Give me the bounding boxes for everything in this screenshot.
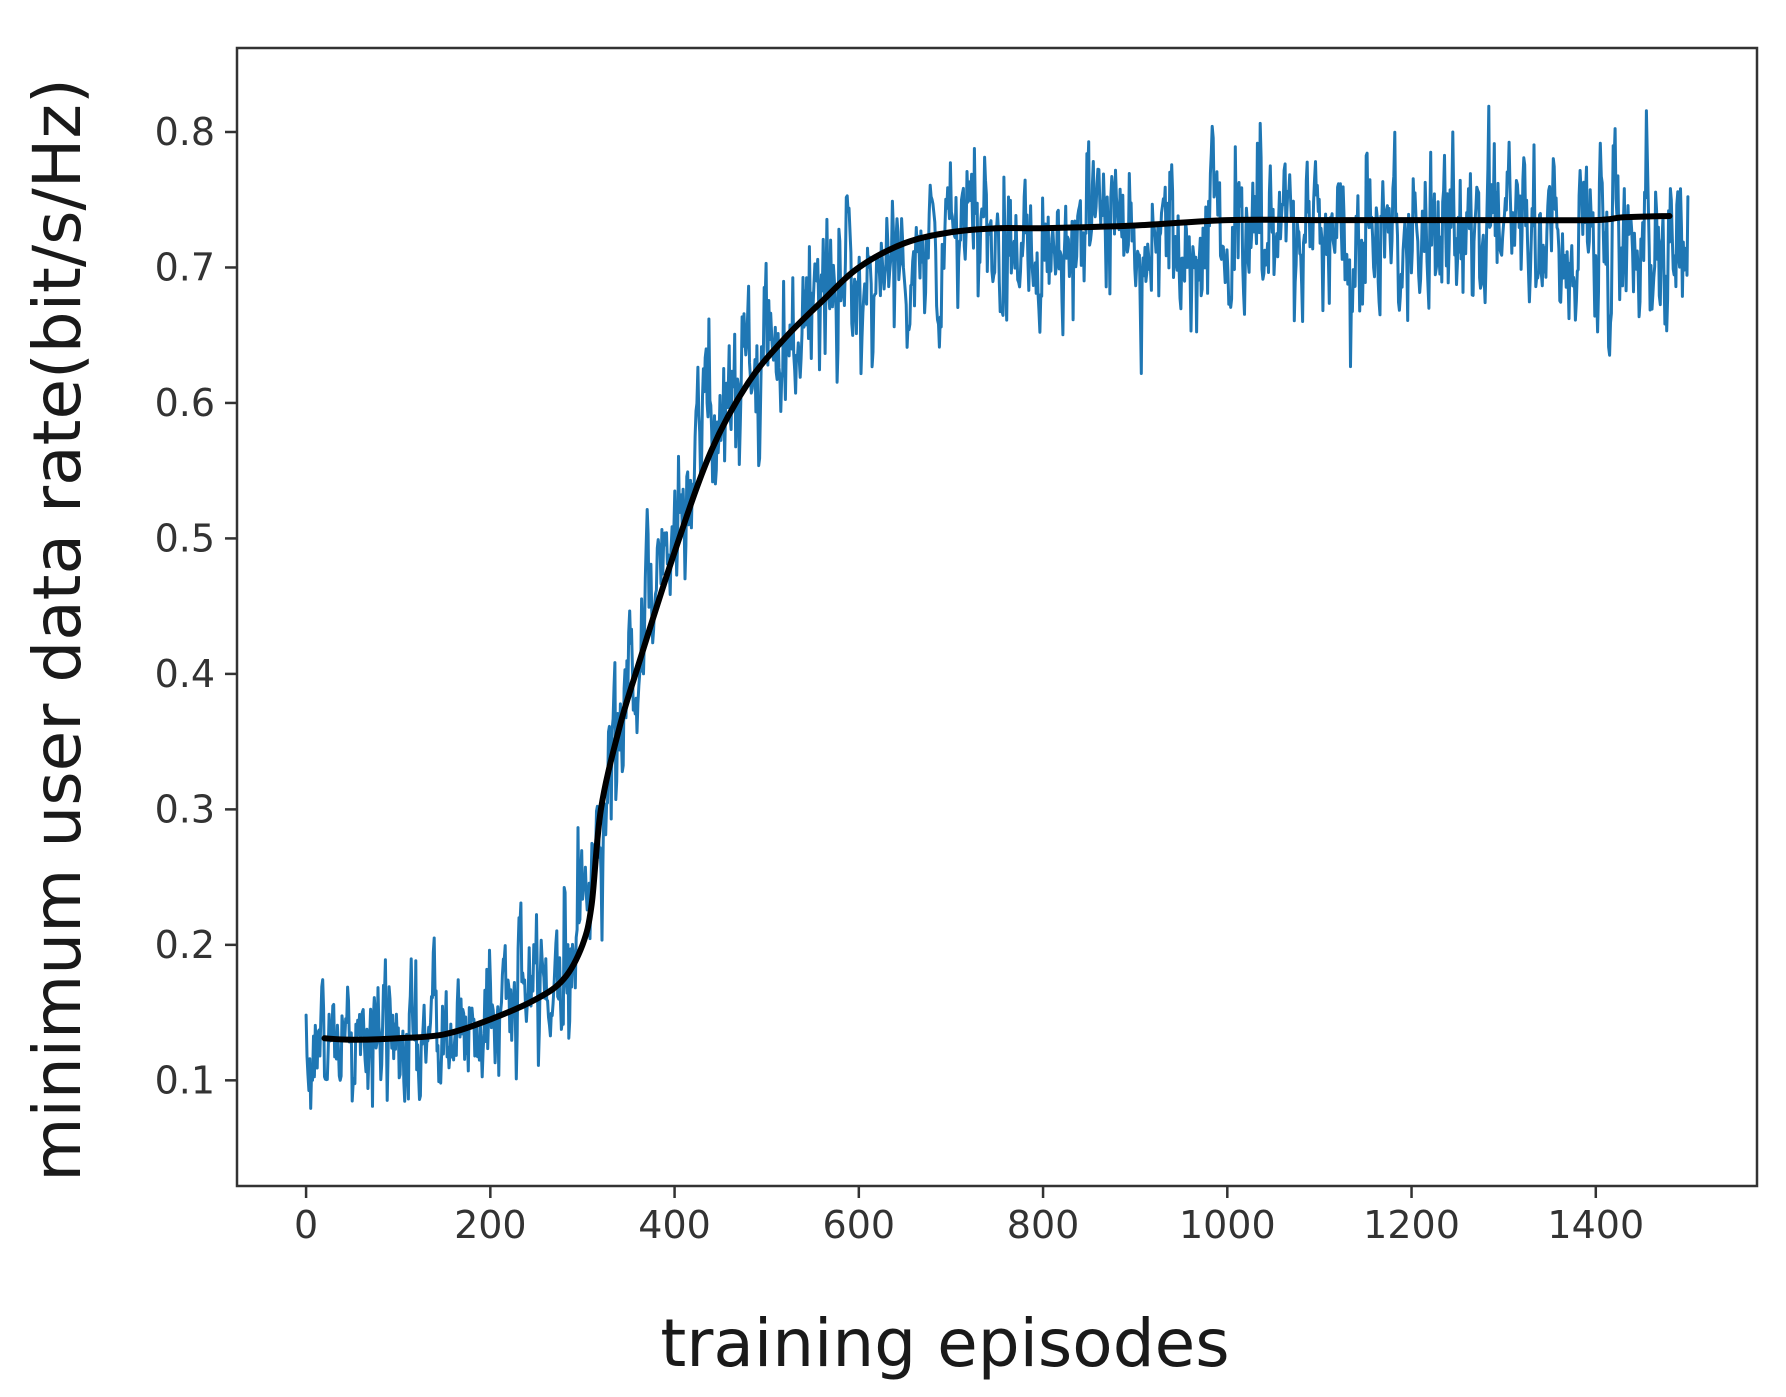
y-tick-label: 0.7 — [155, 245, 215, 289]
x-tick-label: 1200 — [1363, 1203, 1460, 1247]
x-tick-label: 1400 — [1547, 1203, 1644, 1247]
x-tick-label: 600 — [823, 1203, 896, 1247]
x-axis-title: training episodes — [660, 1305, 1229, 1382]
plot-frame — [235, 46, 1759, 1188]
x-axis-ticks: 0 200 400 600 800 1000 1200 1400 — [294, 1186, 1644, 1247]
smoothed-series-line — [321, 213, 1673, 1043]
y-axis-title: minimum user data rate(bit/s/Hz) — [19, 78, 96, 1182]
x-tick-label: 0 — [294, 1203, 318, 1247]
y-axis-ticks: 0.1 0.2 0.3 0.4 0.5 0.6 0.7 0.8 — [155, 110, 237, 1102]
y-tick-label: 0.6 — [155, 381, 215, 425]
x-tick-label: 800 — [1007, 1203, 1080, 1247]
x-tick-label: 200 — [454, 1203, 527, 1247]
x-tick-label: 400 — [638, 1203, 711, 1247]
y-tick-label: 0.8 — [155, 110, 215, 154]
x-tick-label: 1000 — [1179, 1203, 1276, 1247]
series-layer — [304, 104, 1690, 1110]
y-tick-label: 0.3 — [155, 787, 215, 831]
y-tick-label: 0.4 — [155, 652, 215, 696]
y-tick-label: 0.5 — [155, 516, 215, 560]
y-tick-label: 0.2 — [155, 923, 215, 967]
y-tick-label: 0.1 — [155, 1058, 215, 1102]
raw-series-line — [304, 104, 1690, 1110]
